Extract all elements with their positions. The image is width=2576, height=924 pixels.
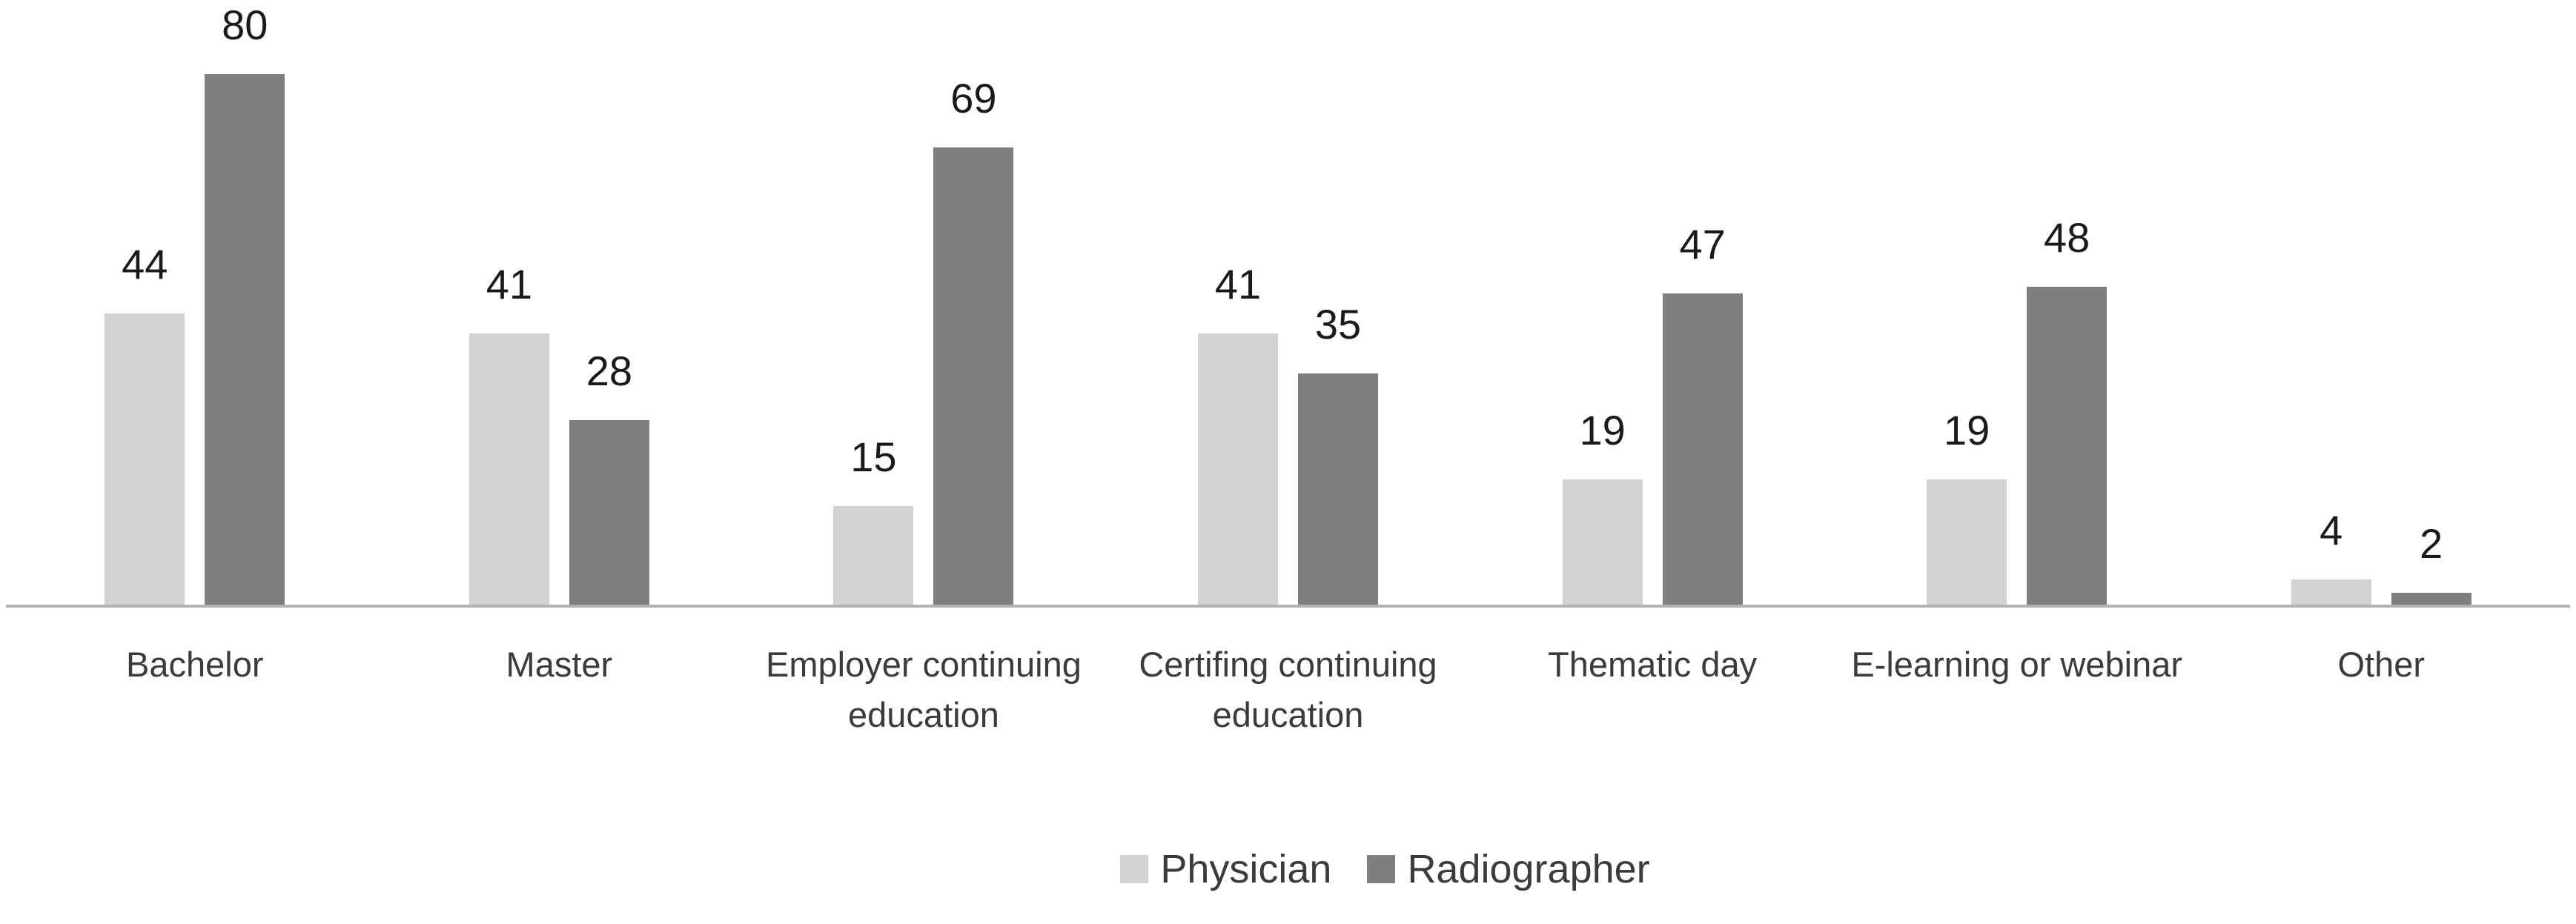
bar-physician-thematic-day bbox=[1562, 479, 1643, 606]
bar-column-physician-other: 4 bbox=[2291, 510, 2371, 606]
bar-column-physician-master: 41 bbox=[468, 261, 549, 606]
bar-column-radiographer-other: 2 bbox=[2391, 523, 2471, 606]
bar-physician-bachelor bbox=[105, 313, 185, 606]
value-label-physician-certifing-continuing-education: 41 bbox=[1214, 261, 1262, 308]
bar-physician-employer-continuing-education bbox=[833, 506, 914, 606]
value-label-physician-thematic-day: 19 bbox=[1579, 407, 1626, 453]
plot-area: 44 80 41 28 15 69 41 35 19 47 19 48 4 2 bbox=[13, 0, 2563, 606]
legend-label-radiographer: Radiographer bbox=[1407, 847, 1650, 891]
bar-radiographer-other bbox=[2391, 593, 2471, 606]
bar-column-radiographer-employer-continuing-education: 69 bbox=[933, 75, 1014, 606]
bar-column-radiographer-master: 28 bbox=[569, 350, 649, 606]
category-label-other: Other bbox=[2337, 645, 2426, 684]
bar-column-radiographer-bachelor: 80 bbox=[205, 4, 285, 606]
bar-group-bachelor: 44 80 bbox=[13, 0, 377, 606]
bar-group-certifing-continuing-education: 41 35 bbox=[1106, 0, 1471, 606]
category-label-master: Master bbox=[506, 645, 613, 684]
bar-radiographer-thematic-day bbox=[1662, 293, 1743, 606]
bar-group-master: 41 28 bbox=[377, 0, 742, 606]
bar-radiographer-bachelor bbox=[205, 74, 285, 606]
legend-item-radiographer: Radiographer bbox=[1367, 847, 1650, 891]
value-label-physician-other: 4 bbox=[2320, 507, 2343, 554]
bar-group-e-learning-or-webinar: 19 48 bbox=[1835, 0, 2199, 606]
value-label-physician-e-learning-or-webinar: 19 bbox=[1944, 407, 1990, 453]
value-label-radiographer-certifing-continuing-education: 35 bbox=[1314, 301, 1362, 348]
x-axis-line bbox=[6, 605, 2570, 608]
chart-legend: Physician Radiographer bbox=[97, 849, 2576, 889]
category-label-e-learning-or-webinar: E-learning or webinar bbox=[1851, 645, 2183, 684]
value-label-radiographer-other: 2 bbox=[2420, 520, 2443, 567]
bar-physician-e-learning-or-webinar bbox=[1927, 479, 2007, 606]
value-label-physician-master: 41 bbox=[486, 261, 532, 308]
bar-column-physician-bachelor: 44 bbox=[105, 244, 185, 606]
legend-swatch-physician-icon bbox=[1120, 855, 1149, 883]
category-axis-labels: Bachelor Master Employer continuing educat… bbox=[13, 639, 2563, 740]
legend-item-physician: Physician bbox=[1120, 849, 1331, 889]
category-label-bachelor: Bachelor bbox=[126, 645, 264, 684]
bar-column-physician-employer-continuing-education: 15 bbox=[833, 433, 914, 606]
bar-radiographer-certifing-continuing-education bbox=[1298, 373, 1379, 606]
value-label-radiographer-thematic-day: 47 bbox=[1679, 221, 1726, 267]
bar-column-radiographer-certifing-continuing-education: 35 bbox=[1298, 301, 1379, 606]
value-label-radiographer-bachelor: 80 bbox=[222, 1, 268, 48]
value-label-radiographer-e-learning-or-webinar: 48 bbox=[2044, 214, 2090, 261]
bar-physician-master bbox=[468, 333, 549, 606]
bar-column-physician-e-learning-or-webinar: 19 bbox=[1927, 410, 2007, 606]
category-label-employer-continuing-education: Employer continuing education bbox=[766, 645, 1082, 734]
bar-group-employer-continuing-education: 15 69 bbox=[741, 0, 1106, 606]
value-label-radiographer-employer-continuing-education: 69 bbox=[950, 75, 997, 122]
category-label-thematic-day: Thematic day bbox=[1548, 645, 1758, 684]
bar-radiographer-e-learning-or-webinar bbox=[2027, 287, 2108, 606]
bar-radiographer-master bbox=[569, 420, 649, 606]
bar-column-physician-thematic-day: 19 bbox=[1562, 407, 1643, 606]
bar-group-thematic-day: 19 47 bbox=[1470, 0, 1835, 606]
bar-radiographer-employer-continuing-education bbox=[933, 147, 1014, 606]
value-label-physician-bachelor: 44 bbox=[122, 241, 168, 287]
bar-physician-other bbox=[2291, 579, 2371, 606]
bar-physician-certifing-continuing-education bbox=[1198, 333, 1279, 606]
legend-label-physician: Physician bbox=[1160, 847, 1332, 891]
value-label-physician-employer-continuing-education: 15 bbox=[850, 433, 897, 480]
bar-column-physician-certifing-continuing-education: 41 bbox=[1198, 261, 1279, 606]
category-label-certifing-continuing-education: Certifing continuing education bbox=[1139, 645, 1437, 734]
legend-swatch-radiographer-icon bbox=[1367, 855, 1396, 883]
value-label-radiographer-master: 28 bbox=[586, 348, 632, 394]
bar-column-radiographer-thematic-day: 47 bbox=[1662, 221, 1743, 606]
bar-column-radiographer-e-learning-or-webinar: 48 bbox=[2027, 214, 2108, 606]
